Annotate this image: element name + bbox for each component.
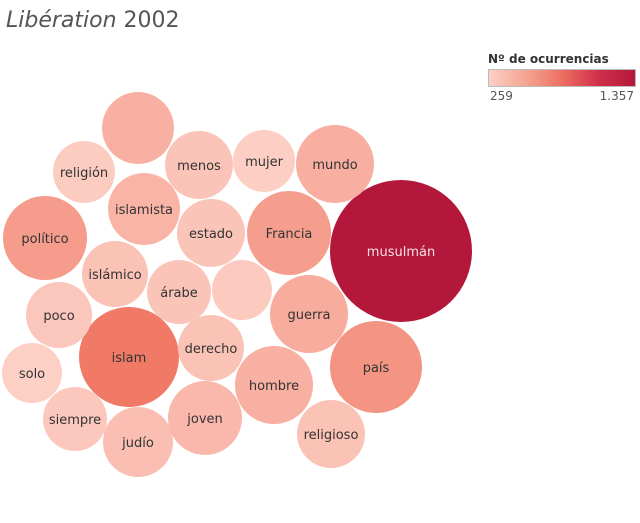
bubble-mundo[interactable] [296, 125, 374, 203]
bubble-islam[interactable] [79, 307, 179, 407]
bubble-label-islam: islam [112, 351, 147, 366]
bubble-label-religioso: religioso [304, 428, 359, 443]
bubble-solo[interactable] [2, 343, 62, 403]
bubble-hombre[interactable] [235, 346, 313, 424]
bubble-label-solo: solo [19, 367, 45, 382]
chart-title-italic: Libération [6, 8, 117, 33]
bubble-islamista[interactable] [108, 173, 180, 245]
bubble-label-islamista: islamista [115, 203, 173, 218]
bubble-estado[interactable] [177, 199, 245, 267]
chart-title: Libération 2002 [6, 8, 180, 33]
bubble-derecho[interactable] [178, 315, 244, 381]
legend-gradient-bar [488, 69, 636, 87]
bubble-label-estado: estado [189, 227, 233, 242]
legend-max-label: 1.357 [599, 89, 634, 103]
bubble-unlabeled-17[interactable] [212, 260, 272, 320]
bubble-musulmán[interactable] [330, 180, 472, 322]
chart-title-year: 2002 [123, 8, 180, 33]
bubble-label-religión: religión [60, 166, 108, 181]
bubble-label-mujer: mujer [245, 155, 284, 170]
bubble-político[interactable] [3, 196, 87, 280]
bubble-label-guerra: guerra [288, 308, 331, 323]
bubble-label-árabe: árabe [160, 286, 198, 301]
legend-title: Nº de ocurrencias [488, 52, 609, 66]
bubble-mujer[interactable] [233, 130, 295, 192]
bubble-árabe[interactable] [147, 260, 211, 324]
bubble-label-derecho: derecho [185, 342, 238, 357]
bubble-label-Francia: Francia [266, 227, 313, 242]
legend-min-label: 259 [490, 89, 513, 103]
color-legend: Nº de ocurrencias 259 1.357 [488, 52, 636, 105]
bubble-label-islámico: islámico [88, 268, 141, 283]
bubble-judío[interactable] [103, 407, 173, 477]
bubble-Francia[interactable] [247, 191, 331, 275]
bubble-label-menos: menos [177, 159, 221, 174]
bubble-label-joven: joven [186, 412, 223, 427]
bubble-islámico[interactable] [82, 241, 148, 307]
legend-labels: 259 1.357 [488, 89, 636, 105]
bubble-label-judío: judío [121, 436, 154, 451]
bubble-unlabeled-5[interactable] [102, 92, 174, 164]
bubble-label-político: político [21, 232, 68, 247]
bubble-label-musulmán: musulmán [367, 245, 435, 260]
bubble-label-mundo: mundo [312, 158, 357, 173]
bubble-menos[interactable] [165, 131, 233, 199]
bubble-label-siempre: siempre [49, 413, 101, 428]
bubble-poco[interactable] [26, 282, 92, 348]
bubble-religión[interactable] [53, 141, 115, 203]
bubble-label-país: país [363, 361, 390, 376]
bubble-guerra[interactable] [270, 275, 348, 353]
bubble-religioso[interactable] [297, 400, 365, 468]
bubble-siempre[interactable] [43, 387, 107, 451]
bubble-label-hombre: hombre [249, 379, 299, 394]
bubble-país[interactable] [330, 321, 422, 413]
bubble-joven[interactable] [168, 381, 242, 455]
bubble-label-poco: poco [43, 309, 74, 324]
